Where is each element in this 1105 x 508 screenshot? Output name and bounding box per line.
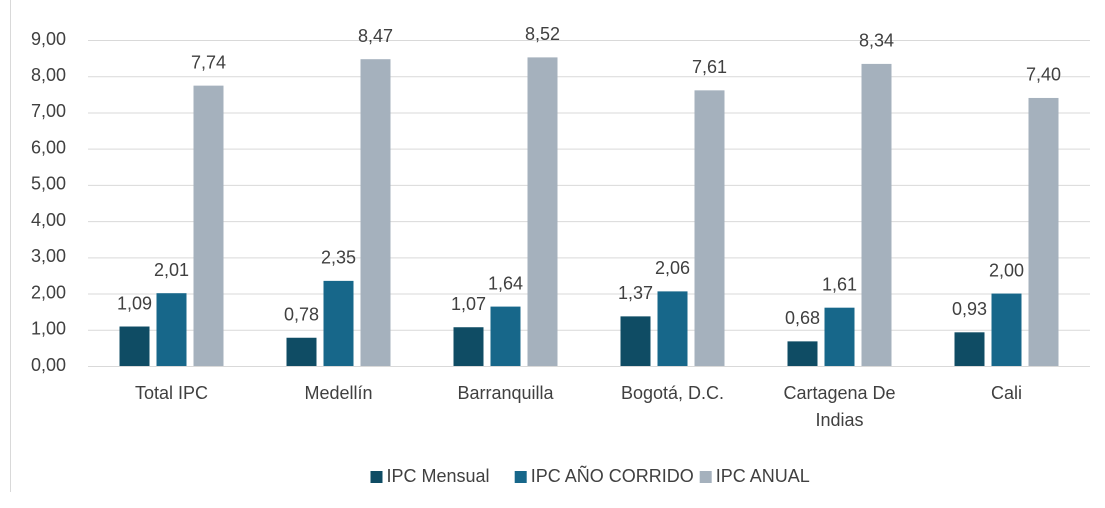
bar (286, 337, 317, 366)
data-label: 8,34 (859, 31, 894, 51)
x-tick-label: Barranquilla (457, 383, 554, 403)
legend-swatch (370, 471, 383, 483)
data-label: 8,52 (525, 24, 560, 44)
y-tick-label: 4,00 (31, 210, 66, 230)
y-tick-label: 2,00 (31, 282, 66, 302)
bar (991, 293, 1022, 366)
data-label: 7,74 (191, 52, 226, 72)
data-label: 7,61 (692, 57, 727, 77)
y-tick-label: 8,00 (31, 65, 66, 85)
bar (527, 57, 558, 367)
y-tick-label: 5,00 (31, 174, 66, 194)
data-label: 1,64 (488, 273, 523, 293)
data-label: 1,07 (451, 294, 486, 314)
x-tick-label: Cali (991, 383, 1022, 403)
y-tick-label: 3,00 (31, 246, 66, 266)
legend-swatch (699, 471, 712, 483)
data-label: 1,09 (117, 293, 152, 313)
bar (694, 90, 725, 367)
bar (787, 341, 818, 366)
data-label: 2,00 (989, 260, 1024, 280)
bar (824, 307, 855, 366)
data-label: 2,06 (655, 258, 690, 278)
x-tick-label: Total IPC (135, 383, 208, 403)
bar (657, 291, 688, 366)
y-tick-label: 6,00 (31, 137, 66, 157)
data-label: 0,68 (785, 308, 820, 328)
x-tick-label: Bogotá, D.C. (621, 383, 724, 403)
bar (360, 59, 391, 366)
bar (323, 280, 354, 366)
y-tick-label: 1,00 (31, 319, 66, 339)
data-label: 8,47 (358, 26, 393, 46)
data-label: 1,61 (822, 274, 857, 294)
data-label: 2,01 (154, 260, 189, 280)
bar (453, 327, 484, 366)
data-label: 1,37 (618, 283, 653, 303)
y-tick-label: 0,00 (31, 355, 66, 375)
bar (620, 316, 651, 366)
legend-label: IPC Mensual (387, 466, 490, 486)
data-label: 2,35 (321, 248, 356, 268)
bar (490, 306, 521, 366)
bar (193, 85, 224, 366)
legend-label: IPC AÑO CORRIDO (531, 465, 694, 486)
x-tick-label: Cartagena De Indias (783, 383, 895, 430)
bar (156, 293, 187, 366)
bar (119, 326, 150, 366)
bar (1028, 97, 1059, 366)
y-tick-label: 7,00 (31, 101, 66, 121)
bar (861, 63, 892, 366)
data-label: 0,93 (952, 299, 987, 319)
bar (954, 332, 985, 366)
data-label: 7,40 (1026, 65, 1061, 85)
legend-label: IPC ANUAL (716, 466, 810, 486)
x-tick-label: Medellín (304, 383, 372, 403)
y-tick-label: 9,00 (31, 29, 66, 49)
data-label: 0,78 (284, 304, 319, 324)
legend-swatch (514, 471, 527, 483)
